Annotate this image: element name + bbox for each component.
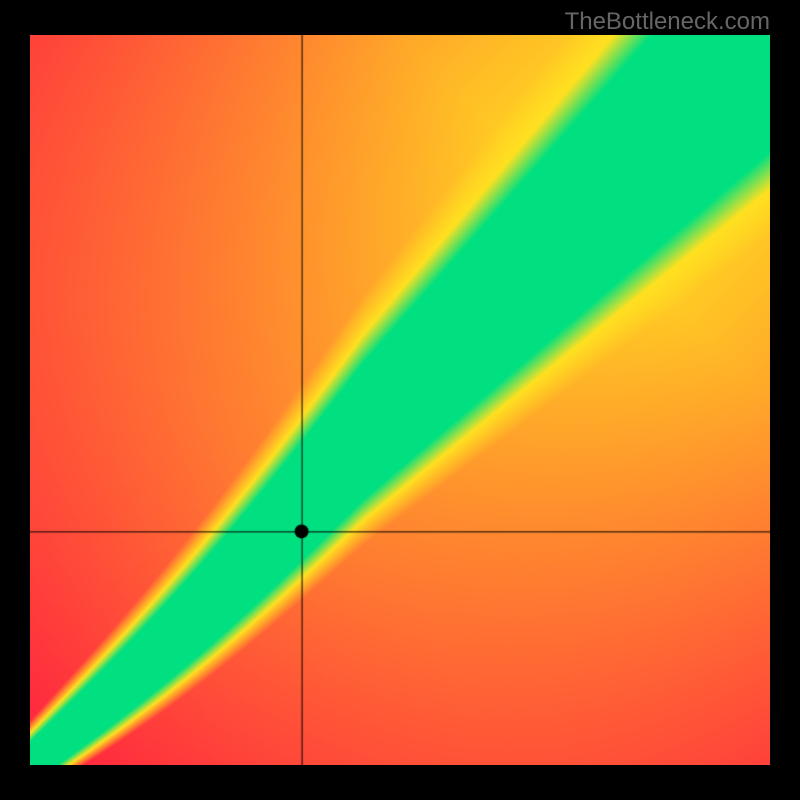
watermark-text: TheBottleneck.com xyxy=(565,8,770,36)
heatmap-canvas xyxy=(30,35,770,765)
heatmap-chart xyxy=(30,35,770,765)
